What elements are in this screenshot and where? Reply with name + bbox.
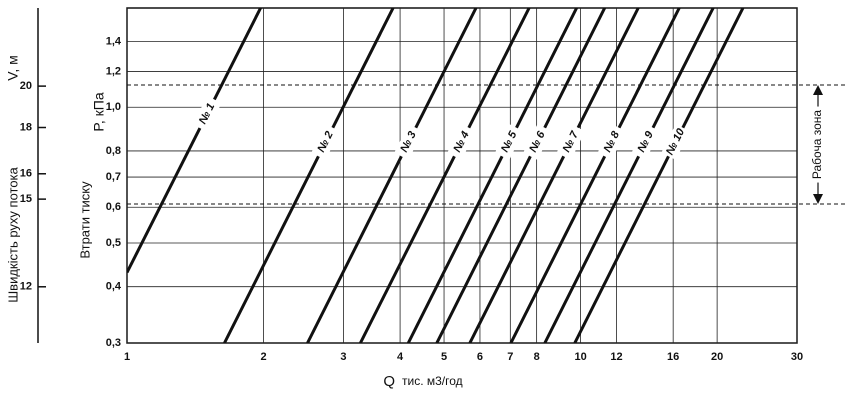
x-tick-label: 10 — [574, 351, 586, 363]
series-label-bg — [394, 124, 423, 160]
series-line — [306, 8, 478, 343]
series-line — [359, 8, 531, 343]
x-tick-label: 12 — [610, 351, 622, 363]
y2-tick-label: 18 — [20, 121, 32, 133]
x-tick-label: 6 — [477, 351, 483, 363]
x-tick-label: 5 — [441, 351, 447, 363]
x-label: Q — [383, 373, 395, 390]
series-label-bg — [311, 124, 340, 160]
series-label-bg — [494, 124, 524, 160]
y-tick-label: 0,3 — [106, 337, 121, 349]
x-tick-label: 8 — [534, 351, 540, 363]
y2-tick-label: 20 — [20, 80, 32, 92]
y-tick-label: 0,8 — [106, 145, 121, 157]
y-label-2: Втрати тиску — [77, 181, 92, 259]
x-tick-label: 4 — [397, 351, 404, 363]
y-tick-label: 1,4 — [106, 35, 122, 47]
series-line — [509, 8, 681, 343]
series-label-bg — [447, 124, 476, 160]
y-tick-label: 0,4 — [106, 281, 122, 293]
zone-label-bg — [808, 106, 828, 183]
x-tick-label: 7 — [507, 351, 513, 363]
y2-tick-label: 12 — [20, 281, 32, 293]
zone-label: Рабоча зона — [810, 110, 824, 179]
series-line — [468, 8, 640, 343]
series-label-bg — [597, 124, 627, 160]
series-label-bg — [661, 124, 691, 160]
series-line — [127, 8, 262, 274]
x-unit: тис. м3/год — [402, 374, 463, 388]
series-label-bg — [556, 124, 586, 160]
y-tick-label: 0,5 — [106, 237, 121, 249]
x-tick-label: 2 — [260, 351, 266, 363]
y-tick-label: 0,7 — [106, 171, 121, 183]
y-label: P, кПа — [91, 92, 107, 132]
y2-label-2: Швидкість руху потока — [5, 166, 20, 302]
series-line — [543, 8, 715, 343]
y2-tick-label: 15 — [20, 193, 32, 205]
series-label-bg — [192, 95, 222, 132]
x-tick-label: 1 — [124, 351, 130, 363]
x-tick-label: 3 — [340, 351, 346, 363]
x-tick-label: 30 — [791, 351, 803, 363]
y2-label: V, м — [5, 55, 21, 80]
x-tick-label: 16 — [667, 351, 679, 363]
series-label-bg — [631, 124, 661, 160]
x-tick-label: 20 — [711, 351, 723, 363]
series-line — [223, 8, 395, 343]
series-line — [573, 8, 745, 343]
series-line — [435, 8, 607, 343]
series-label-bg — [523, 124, 552, 160]
y-tick-label: 1,0 — [106, 101, 121, 113]
y2-tick-label: 16 — [20, 168, 32, 180]
y-tick-label: 1,2 — [106, 65, 121, 77]
series-line — [406, 8, 578, 343]
y-tick-label: 0,6 — [106, 201, 121, 213]
series-group — [127, 8, 745, 343]
